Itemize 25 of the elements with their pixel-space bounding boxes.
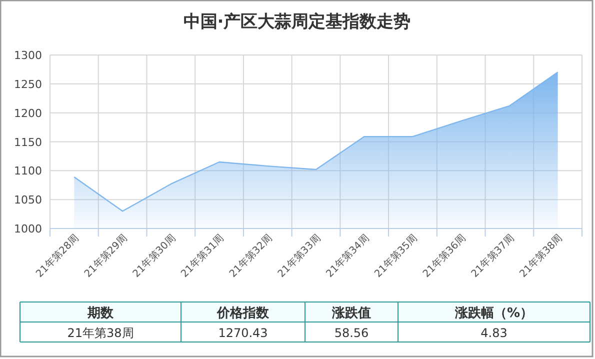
chart-title: 中国·产区大蒜周定基指数走势 [183, 12, 411, 32]
x-tick-label: 21年第38周 [517, 232, 565, 280]
text: 21年第38周 [67, 326, 134, 340]
x-tick-label: 21年第34周 [324, 232, 372, 280]
y-tick-label: 1200 [14, 106, 42, 120]
y-tick-label: 1250 [14, 78, 42, 91]
text: 涨跌值 [331, 306, 371, 321]
text: 期数 [86, 306, 114, 321]
y-tick-label: 1050 [14, 194, 42, 207]
y-tick-label: 1300 [14, 49, 42, 62]
text: 58.56 [334, 326, 369, 340]
x-tick-label: 21年第35周 [372, 232, 420, 280]
text: 价格指数 [216, 306, 270, 321]
x-tick-label: 21年第37周 [468, 232, 517, 280]
x-tick-label: 21年第36周 [420, 232, 468, 280]
x-tick-label: 21年第31周 [178, 232, 226, 280]
x-tick-label: 21年第33周 [275, 232, 324, 280]
text: 4.83 [480, 326, 508, 340]
text: 1270.43 [218, 326, 268, 340]
y-tick-label: 1150 [14, 136, 42, 149]
y-tick-label: 1100 [14, 164, 42, 178]
x-tick-label: 21年第32周 [227, 232, 275, 280]
x-tick-label: 21年第30周 [130, 232, 178, 280]
text: 涨跌幅（%） [454, 306, 534, 321]
x-tick-label: 21年第29周 [82, 232, 130, 280]
